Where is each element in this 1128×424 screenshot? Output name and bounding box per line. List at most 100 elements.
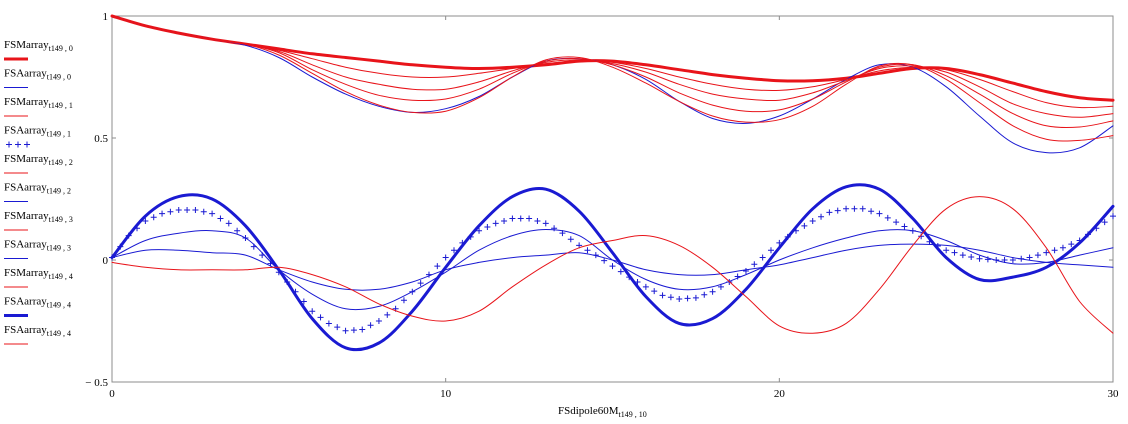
data-point-marker (868, 208, 875, 215)
legend: FSMarrayt149 , 0 FSAarrayt149 , 0 FSMarray… (4, 39, 73, 345)
data-point-marker (492, 220, 499, 227)
data-point-marker (384, 311, 391, 318)
data-point-marker (317, 314, 324, 321)
data-point-marker (959, 252, 966, 259)
data-point-marker (375, 318, 382, 324)
x-tick-label: 20 (774, 388, 786, 400)
y-tick-label: − 0.5 (85, 377, 108, 389)
x-tick-label: 30 (1108, 388, 1120, 400)
data-point-marker (759, 254, 766, 261)
data-point-marker (209, 210, 216, 217)
data-point-marker (834, 207, 841, 214)
data-point-marker (1026, 254, 1033, 261)
y-tick-label: 0 (103, 255, 109, 267)
data-point-marker (659, 292, 666, 299)
data-point-marker (617, 268, 624, 275)
data-point-marker (175, 206, 182, 213)
data-point-marker (567, 236, 574, 243)
legend-label: FSMarrayt149 , 1 (4, 96, 73, 110)
data-point-marker (1034, 252, 1041, 259)
legend-label: FSAarrayt149 , 4 (4, 324, 71, 338)
data-point-marker (809, 217, 816, 224)
series-lines (109, 14, 1116, 352)
data-point-marker (1101, 219, 1108, 226)
data-point-marker (776, 239, 783, 246)
data-point-marker (159, 210, 166, 217)
legend-entry: FSMarrayt149 , 0 (4, 39, 73, 61)
data-point-marker (225, 220, 232, 227)
series-0-line (110, 14, 1115, 102)
data-point-marker (417, 280, 424, 287)
data-point-marker (843, 205, 850, 212)
legend-swatch (24, 141, 30, 148)
data-point-marker (434, 263, 441, 270)
legend-label: FSMarrayt149 , 0 (4, 39, 73, 53)
series-10-line (111, 196, 1114, 334)
data-point-marker (400, 297, 407, 304)
data-point-marker (709, 288, 716, 295)
data-point-marker (692, 294, 699, 301)
data-point-marker (751, 261, 758, 268)
data-point-marker (526, 215, 533, 222)
data-point-marker (742, 267, 749, 274)
data-point-marker (150, 214, 157, 221)
data-point-marker (192, 206, 199, 213)
series-6-line (111, 15, 1114, 129)
data-point-marker (976, 255, 983, 262)
data-point-marker (1051, 247, 1058, 254)
data-point-marker (234, 227, 241, 234)
data-point-marker (309, 308, 316, 315)
data-point-marker (367, 322, 374, 329)
data-point-marker (943, 247, 950, 254)
data-point-marker (442, 254, 449, 261)
x-tick-label: 10 (440, 388, 452, 400)
legend-entry: FSMarrayt149 , 4 (4, 267, 73, 288)
data-point-marker (200, 208, 207, 215)
data-point-marker (701, 291, 708, 298)
data-point-marker (484, 224, 491, 231)
legend-entry: FSAarrayt149 , 1 (4, 125, 71, 148)
data-point-marker (334, 324, 341, 331)
plot-frame (111, 15, 1114, 383)
data-point-marker (1059, 244, 1066, 251)
data-point-marker (542, 220, 549, 227)
legend-entry: FSMarrayt149 , 2 (4, 153, 73, 174)
data-point-marker (601, 257, 608, 264)
data-point-marker (884, 214, 891, 221)
data-point-marker (951, 249, 958, 256)
legend-entry: FSAarrayt149 , 2 (4, 182, 71, 202)
legend-entry: FSAarrayt149 , 4 (4, 296, 71, 317)
data-point-marker (509, 215, 516, 222)
data-point-marker (651, 288, 658, 295)
data-point-marker (818, 213, 825, 220)
data-point-marker (859, 205, 866, 212)
legend-swatch (6, 141, 12, 148)
data-point-marker (1043, 249, 1050, 256)
data-point-marker (918, 233, 925, 240)
series-3-markers (109, 205, 1116, 334)
data-point-marker (767, 247, 774, 254)
data-point-marker (851, 205, 858, 212)
data-point-marker (350, 327, 357, 334)
data-point-marker (325, 320, 332, 327)
data-point-marker (667, 294, 674, 301)
data-point-marker (642, 283, 649, 290)
legend-entry: FSAarrayt149 , 3 (4, 239, 71, 259)
x-tick-label: 0 (109, 388, 115, 400)
data-point-marker (184, 206, 191, 213)
data-point-marker (342, 327, 349, 334)
data-point-marker (517, 215, 524, 222)
y-tick-label: 1 (103, 11, 109, 23)
legend-label: FSMarrayt149 , 2 (4, 153, 73, 167)
legend-label: FSAarrayt149 , 1 (4, 125, 71, 139)
series-2-line (111, 15, 1114, 109)
legend-entry: FSAarrayt149 , 4 (4, 324, 71, 345)
legend-label: FSAarrayt149 , 2 (4, 182, 71, 196)
legend-label: FSMarrayt149 , 4 (4, 267, 73, 281)
data-point-marker (801, 222, 808, 229)
legend-entry: FSAarrayt149 , 0 (4, 68, 71, 88)
data-point-marker (826, 209, 833, 216)
series-9-line (110, 183, 1115, 352)
